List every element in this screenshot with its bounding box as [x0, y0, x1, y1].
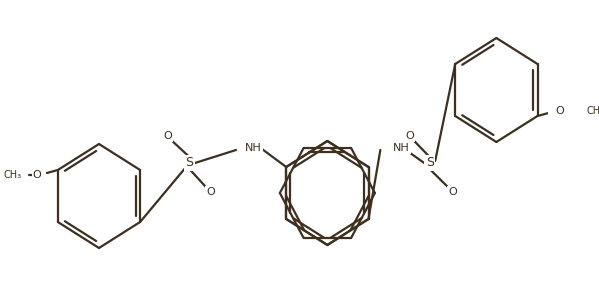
Text: S: S	[186, 157, 193, 169]
Text: O: O	[556, 106, 564, 116]
Text: CH₃: CH₃	[3, 170, 22, 180]
Text: O: O	[448, 187, 457, 197]
Text: O: O	[405, 131, 414, 141]
Text: S: S	[426, 157, 434, 169]
Text: CH₃: CH₃	[587, 106, 599, 116]
Text: O: O	[33, 170, 41, 180]
Text: NH: NH	[393, 143, 410, 153]
Text: NH: NH	[245, 143, 262, 153]
Text: O: O	[206, 187, 215, 197]
Text: O: O	[163, 131, 172, 141]
